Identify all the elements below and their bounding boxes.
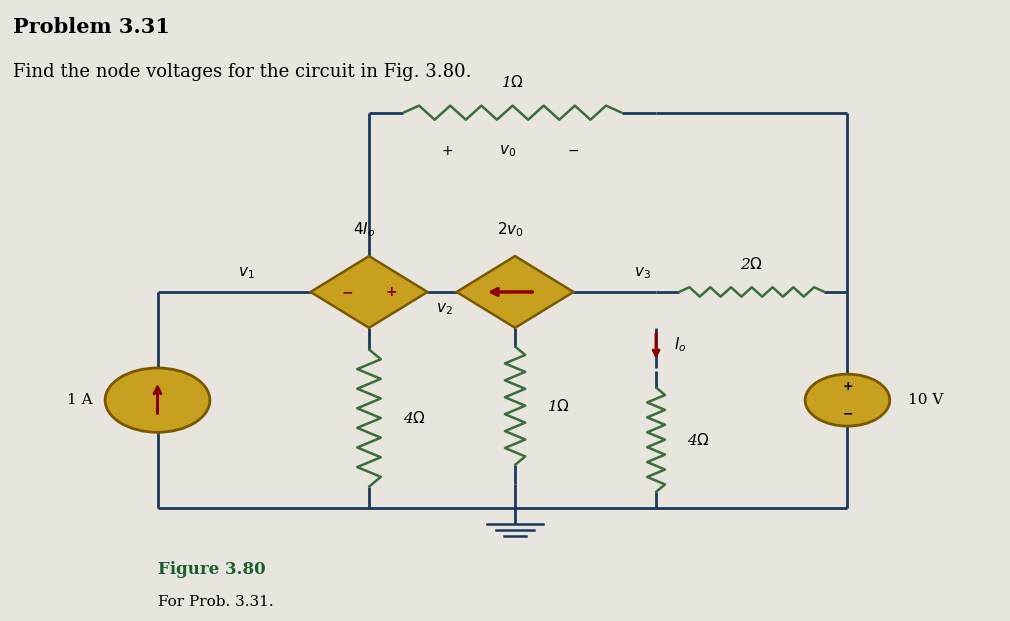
Text: +: + [842, 380, 852, 393]
Polygon shape [457, 256, 574, 328]
Text: Figure 3.80: Figure 3.80 [158, 561, 266, 578]
Text: $2v_0$: $2v_0$ [497, 220, 523, 239]
Text: 2$\Omega$: 2$\Omega$ [740, 256, 764, 272]
Text: Find the node voltages for the circuit in Fig. 3.80.: Find the node voltages for the circuit i… [13, 63, 472, 81]
Text: −: − [568, 144, 579, 158]
Text: $v_2$: $v_2$ [435, 301, 452, 317]
Text: +: + [441, 144, 452, 158]
Text: −: − [842, 407, 852, 420]
Text: Problem 3.31: Problem 3.31 [13, 17, 171, 37]
Text: 10 V: 10 V [908, 393, 943, 407]
Text: $v_3$: $v_3$ [634, 265, 651, 281]
Text: +: + [386, 285, 397, 299]
Circle shape [805, 374, 890, 426]
Text: 1 A: 1 A [68, 393, 93, 407]
Text: $v_1$: $v_1$ [238, 265, 256, 281]
Text: −: − [341, 285, 352, 299]
Text: 4$\Omega$: 4$\Omega$ [403, 410, 426, 426]
Text: For Prob. 3.31.: For Prob. 3.31. [158, 595, 273, 609]
Text: $4I_o$: $4I_o$ [352, 220, 375, 239]
Text: $v_0$: $v_0$ [499, 143, 516, 159]
Polygon shape [311, 256, 427, 328]
Text: 1$\Omega$: 1$\Omega$ [547, 397, 571, 414]
Circle shape [105, 368, 210, 432]
Text: 4$\Omega$: 4$\Omega$ [687, 432, 710, 448]
Text: $I_o$: $I_o$ [675, 335, 687, 354]
Text: 1$\Omega$: 1$\Omega$ [501, 74, 524, 90]
